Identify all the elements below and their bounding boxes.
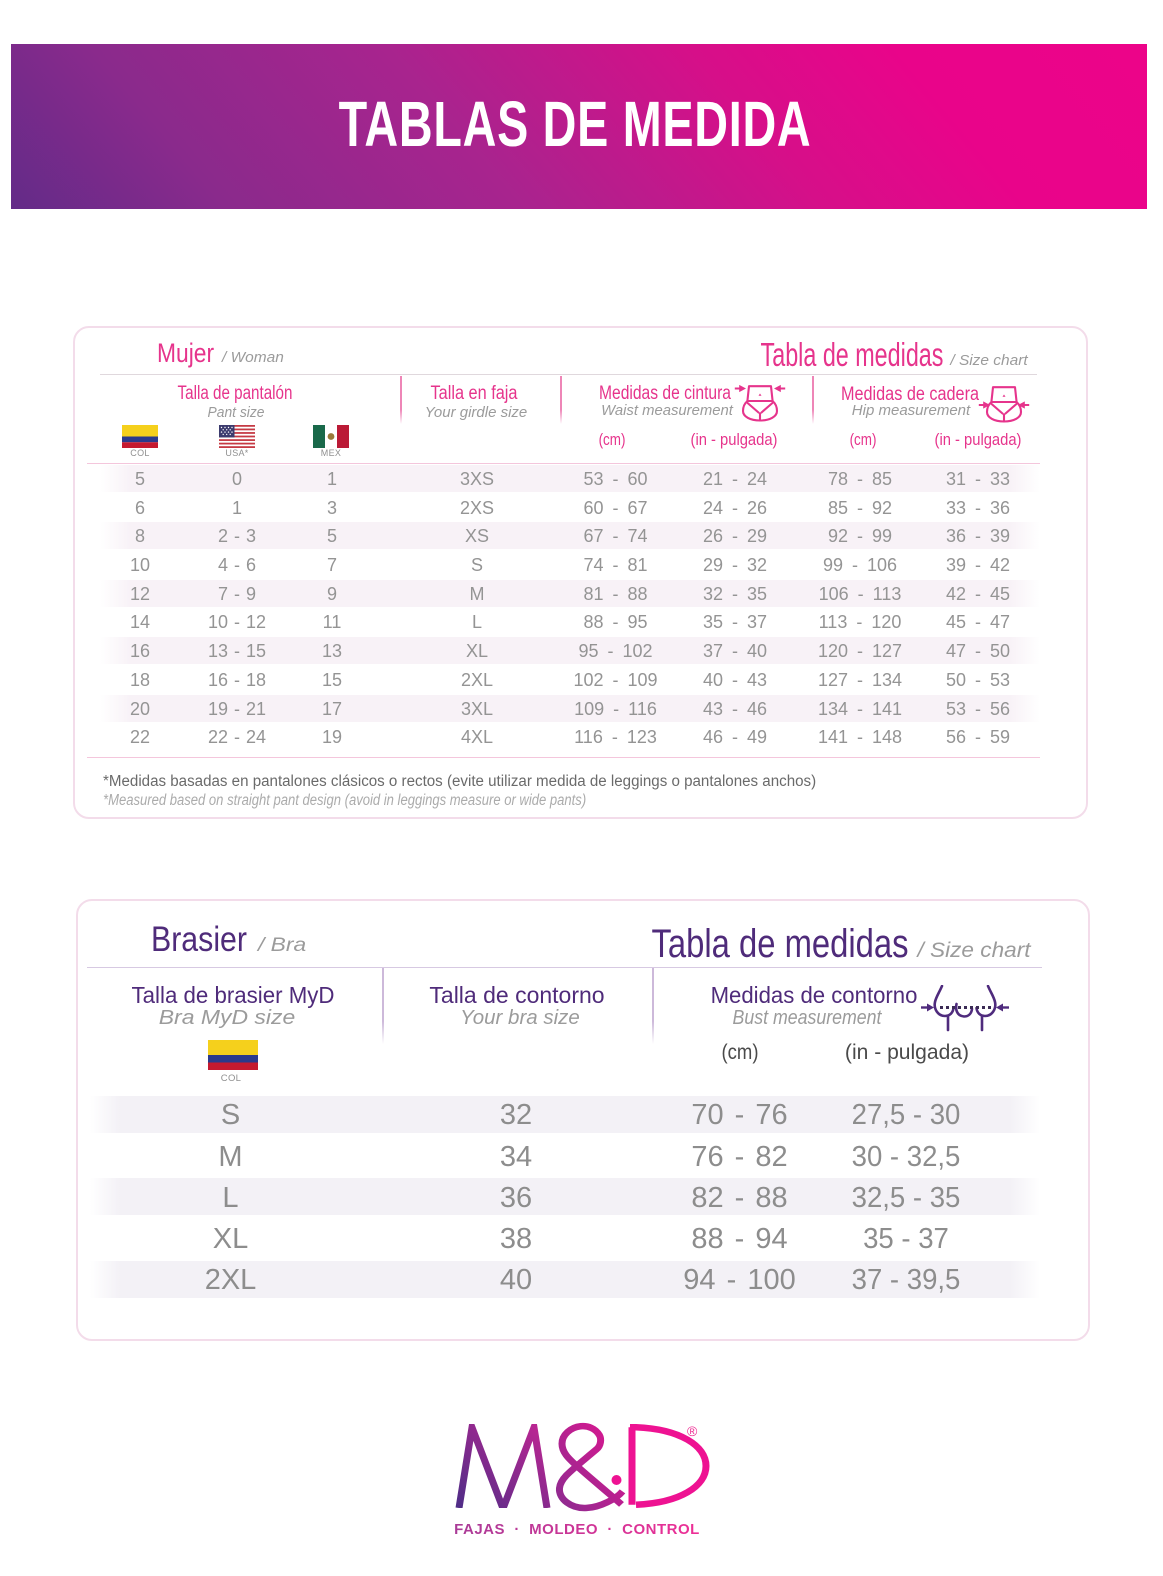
svg-text:®: ®: [687, 1423, 698, 1439]
